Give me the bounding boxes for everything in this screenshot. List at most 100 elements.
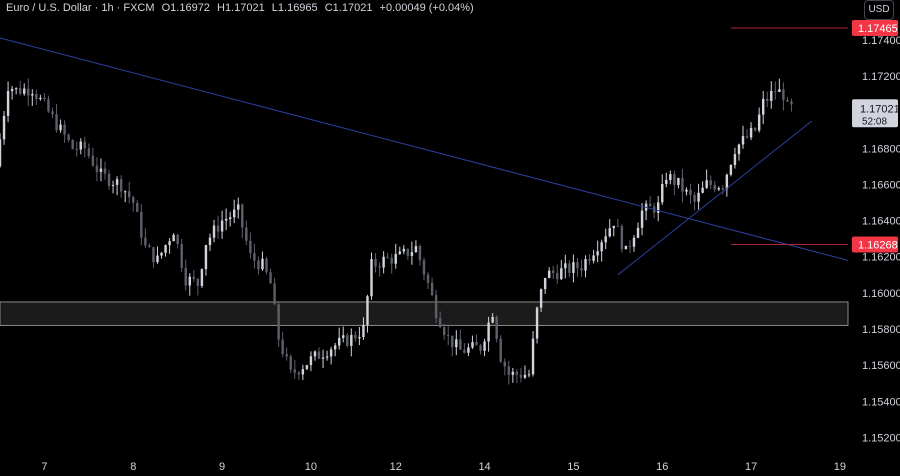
candle-body	[757, 114, 761, 131]
candle-body	[99, 168, 103, 172]
open-value: O1.16972	[161, 2, 210, 14]
candle-body	[442, 327, 446, 336]
candle-body	[499, 338, 502, 362]
candle-body	[689, 189, 692, 196]
candle-body	[220, 220, 224, 232]
current-price-badge	[852, 99, 898, 128]
time-tick-label: 15	[567, 461, 579, 473]
candle-body	[479, 345, 482, 351]
candle-body	[576, 262, 579, 269]
candle-body	[467, 347, 470, 353]
candle-body	[745, 136, 749, 138]
candle-body	[63, 124, 66, 135]
candle-body	[245, 227, 248, 241]
candle-body	[164, 245, 167, 253]
candle-body	[119, 179, 123, 192]
candle-body	[103, 168, 107, 174]
candle-body	[43, 97, 46, 100]
candle-body	[136, 202, 139, 212]
price-tick-label: 1.17400	[862, 35, 900, 47]
candle-body	[285, 354, 288, 357]
candle-body	[253, 253, 256, 261]
candle-body	[111, 184, 115, 186]
candle-body	[608, 228, 611, 237]
candle-body	[790, 101, 793, 105]
candle-body	[35, 94, 38, 99]
candle-body	[681, 177, 684, 192]
candle-body	[31, 94, 34, 96]
candle-body	[148, 245, 151, 248]
candle-body	[636, 227, 640, 238]
candle-body	[422, 260, 426, 275]
candle-body	[487, 322, 490, 342]
candle-body	[515, 371, 519, 375]
candle-body	[721, 188, 725, 190]
price-tick-label: 1.15800	[862, 324, 900, 336]
time-tick-label: 8	[130, 461, 136, 473]
price-level-label: 1.17465	[858, 23, 898, 35]
candle-body	[79, 141, 82, 150]
high-value: H1.17021	[217, 2, 265, 14]
time-tick-label: 16	[656, 461, 668, 473]
candle-body	[265, 258, 268, 273]
candle-body	[6, 91, 10, 116]
candle-body	[10, 88, 14, 92]
price-tick-label: 1.15600	[862, 360, 900, 372]
candle-body	[580, 268, 583, 271]
candle-body	[531, 338, 535, 375]
candle-body	[475, 342, 478, 346]
candle-body	[665, 180, 668, 184]
candle-body	[568, 263, 571, 273]
candle-body	[196, 278, 200, 286]
time-tick-label: 10	[305, 461, 317, 473]
low-value: L1.16965	[271, 2, 318, 14]
price-level-badge	[852, 20, 898, 37]
candle-body	[374, 259, 377, 267]
currency-button[interactable]: USD	[864, 0, 894, 20]
candle-body	[725, 174, 729, 190]
candle-body	[693, 195, 696, 202]
candle-body	[717, 188, 720, 190]
candle-body	[685, 189, 688, 192]
candle-body	[523, 374, 527, 378]
candle-body	[511, 371, 515, 375]
candle-body	[224, 218, 228, 221]
candle-body	[414, 246, 418, 253]
candle-body	[786, 99, 789, 102]
candle-body	[507, 366, 511, 375]
candle-body	[378, 266, 381, 268]
time-tick-label: 9	[219, 461, 225, 473]
price-tick-label: 1.15200	[862, 433, 900, 445]
candle-body	[447, 335, 450, 337]
candle-body	[677, 177, 680, 186]
candle-body	[410, 252, 414, 256]
chart-legend: Euro / U.S. Dollar · 1h · FXCM O1.16972 …	[6, 2, 478, 14]
candle-body	[398, 251, 401, 254]
candle-body	[471, 342, 474, 348]
candle-body	[572, 262, 575, 273]
candle-body	[55, 114, 58, 131]
candle-body	[176, 234, 179, 245]
candle-body	[503, 361, 506, 367]
candle-body	[305, 365, 309, 370]
candle-body	[491, 316, 494, 323]
candle-body	[180, 244, 183, 268]
candle-body	[406, 248, 410, 256]
candle-body	[261, 258, 264, 270]
candle-body	[733, 154, 737, 165]
candle-body	[200, 269, 204, 286]
time-tick-label: 19	[834, 461, 846, 473]
close-value: C1.17021	[324, 2, 373, 14]
candle-body	[648, 203, 652, 207]
candle-body	[370, 259, 373, 297]
candle-body	[697, 192, 700, 202]
candle-body	[321, 357, 325, 359]
candle-body	[273, 283, 276, 305]
candle-body	[774, 90, 777, 92]
symbol-title: Euro / U.S. Dollar · 1h · FXCM	[6, 2, 155, 14]
candle-body	[705, 180, 708, 188]
candle-body	[761, 98, 765, 115]
candle-body	[749, 127, 753, 138]
candle-body	[390, 257, 393, 264]
